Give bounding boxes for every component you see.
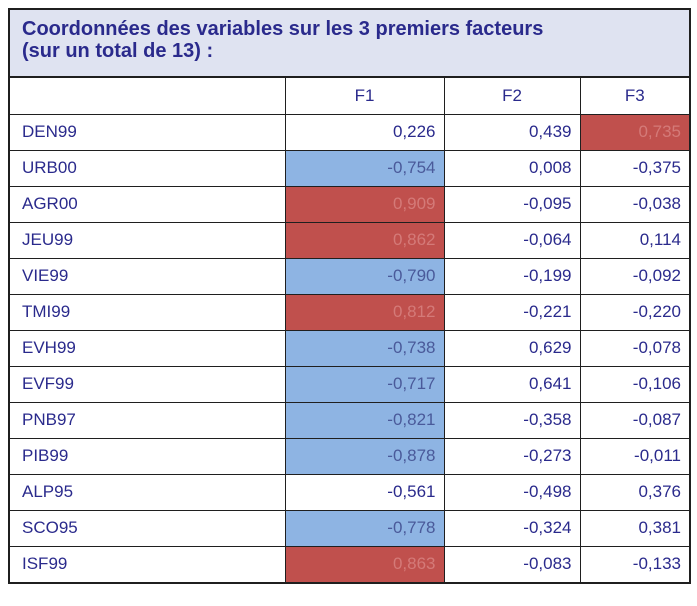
title-line-1: Coordonnées des variables sur les 3 prem… bbox=[22, 18, 544, 40]
value-cell-f3: 0,381 bbox=[579, 509, 689, 547]
table-row: TMI99 0,812 -0,221 -0,220 bbox=[10, 293, 689, 331]
value-cell-f2: -0,273 bbox=[443, 437, 581, 475]
value-cell-f1: 0,812 bbox=[284, 293, 445, 331]
table-row: EVF99 -0,717 0,641 -0,106 bbox=[10, 365, 689, 403]
value-cell-f1: -0,878 bbox=[284, 437, 445, 475]
value-cell-f1: -0,821 bbox=[284, 401, 445, 439]
table-row: URB00 -0,754 0,008 -0,375 bbox=[10, 149, 689, 187]
header-cell-variable bbox=[10, 78, 286, 115]
variable-name-cell: SCO95 bbox=[10, 509, 286, 547]
value-cell-f2: -0,083 bbox=[443, 545, 581, 582]
value-cell-f3: 0,735 bbox=[579, 113, 689, 151]
table-row: ISF99 0,863 -0,083 -0,133 bbox=[10, 545, 689, 582]
value-cell-f2: -0,095 bbox=[443, 185, 581, 223]
value-cell-f2: -0,221 bbox=[443, 293, 581, 331]
coordinates-table-panel: Coordonnées des variables sur les 3 prem… bbox=[8, 8, 691, 584]
value-cell-f3: 0,376 bbox=[579, 473, 689, 511]
value-cell-f3: -0,078 bbox=[579, 329, 689, 367]
value-cell-f1: 0,863 bbox=[284, 545, 445, 582]
value-cell-f2: -0,358 bbox=[443, 401, 581, 439]
header-cell-f1: F1 bbox=[284, 78, 445, 115]
value-cell-f1: -0,561 bbox=[284, 473, 445, 511]
value-cell-f3: -0,375 bbox=[579, 149, 689, 187]
value-cell-f2: 0,439 bbox=[443, 113, 581, 151]
header-row: F1 F2 F3 bbox=[10, 78, 689, 115]
variable-name-cell: ISF99 bbox=[10, 545, 286, 582]
value-cell-f3: -0,038 bbox=[579, 185, 689, 223]
table-row: PIB99 -0,878 -0,273 -0,011 bbox=[10, 437, 689, 475]
header-cell-f2: F2 bbox=[443, 78, 581, 115]
value-cell-f1: -0,778 bbox=[284, 509, 445, 547]
table-row: DEN99 0,226 0,439 0,735 bbox=[10, 113, 689, 151]
value-cell-f2: -0,498 bbox=[443, 473, 581, 511]
value-cell-f3: -0,106 bbox=[579, 365, 689, 403]
coordinates-table: F1 F2 F3 DEN99 0,226 0,439 0,735 URB00 -0,754… bbox=[10, 78, 689, 582]
variable-name-cell: EVH99 bbox=[10, 329, 286, 367]
table-row: AGR00 0,909 -0,095 -0,038 bbox=[10, 185, 689, 223]
value-cell-f2: -0,199 bbox=[443, 257, 581, 295]
variable-name-cell: JEU99 bbox=[10, 221, 286, 259]
table-row: ALP95 -0,561 -0,498 0,376 bbox=[10, 473, 689, 511]
variable-name-cell: PIB99 bbox=[10, 437, 286, 475]
value-cell-f2: -0,324 bbox=[443, 509, 581, 547]
variable-name-cell: TMI99 bbox=[10, 293, 286, 331]
value-cell-f1: -0,754 bbox=[284, 149, 445, 187]
value-cell-f1: 0,862 bbox=[284, 221, 445, 259]
title-line-2: (sur un total de 13) : bbox=[22, 40, 214, 62]
value-cell-f1: -0,717 bbox=[284, 365, 445, 403]
value-cell-f3: -0,092 bbox=[579, 257, 689, 295]
table-row: VIE99 -0,790 -0,199 -0,092 bbox=[10, 257, 689, 295]
variable-name-cell: EVF99 bbox=[10, 365, 286, 403]
value-cell-f2: 0,629 bbox=[443, 329, 581, 367]
value-cell-f3: -0,011 bbox=[579, 437, 689, 475]
table-row: EVH99 -0,738 0,629 -0,078 bbox=[10, 329, 689, 367]
value-cell-f1: -0,790 bbox=[284, 257, 445, 295]
variable-name-cell: AGR00 bbox=[10, 185, 286, 223]
variable-name-cell: VIE99 bbox=[10, 257, 286, 295]
variable-name-cell: URB00 bbox=[10, 149, 286, 187]
header-cell-f3: F3 bbox=[579, 78, 689, 115]
table-row: PNB97 -0,821 -0,358 -0,087 bbox=[10, 401, 689, 439]
variable-name-cell: ALP95 bbox=[10, 473, 286, 511]
value-cell-f2: 0,641 bbox=[443, 365, 581, 403]
value-cell-f3: -0,087 bbox=[579, 401, 689, 439]
table-row: JEU99 0,862 -0,064 0,114 bbox=[10, 221, 689, 259]
value-cell-f3: -0,220 bbox=[579, 293, 689, 331]
value-cell-f1: -0,738 bbox=[284, 329, 445, 367]
value-cell-f3: -0,133 bbox=[579, 545, 689, 582]
variable-name-cell: DEN99 bbox=[10, 113, 286, 151]
value-cell-f1: 0,909 bbox=[284, 185, 445, 223]
table-title: Coordonnées des variables sur les 3 prem… bbox=[10, 10, 689, 78]
value-cell-f2: 0,008 bbox=[443, 149, 581, 187]
variable-name-cell: PNB97 bbox=[10, 401, 286, 439]
value-cell-f2: -0,064 bbox=[443, 221, 581, 259]
table-row: SCO95 -0,778 -0,324 0,381 bbox=[10, 509, 689, 547]
value-cell-f1: 0,226 bbox=[284, 113, 445, 151]
table-body: DEN99 0,226 0,439 0,735 URB00 -0,754 0,008 -0,3… bbox=[10, 113, 689, 582]
value-cell-f3: 0,114 bbox=[579, 221, 689, 259]
